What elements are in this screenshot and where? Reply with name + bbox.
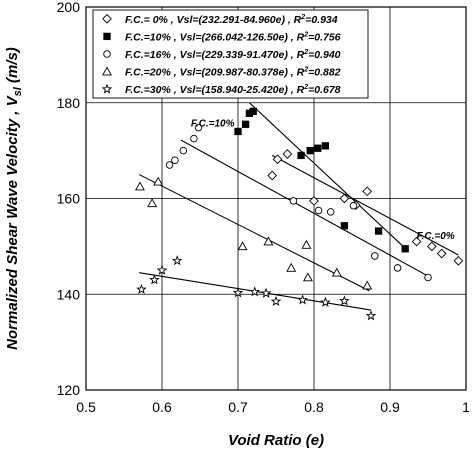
data-point-series-1: [401, 245, 409, 253]
data-point-series-3: [134, 181, 145, 191]
data-point-series-0: [362, 186, 373, 197]
data-point-series-0: [411, 236, 422, 247]
legend-marker-1: [103, 32, 111, 41]
y-axis-title-unit: (m/s): [4, 47, 21, 87]
data-point-series-3: [237, 241, 248, 251]
data-point-series-1: [374, 227, 383, 235]
tick-labels: 0.5 0.6 0.7 0.8 0.9 1 120 140 160 180 200: [57, 0, 470, 415]
y-tick-label: 140: [57, 286, 81, 302]
data-point-series-2: [424, 273, 432, 282]
data-point-series-1: [249, 107, 257, 116]
data-point-series-2: [326, 208, 335, 216]
legend-entry: F.C.=16% , Vsl=(229.339-91.470e) , R2=0.…: [125, 49, 341, 61]
fit-line-series-1: [249, 102, 406, 249]
data-point-series-0: [267, 170, 278, 181]
legend-box: [92, 9, 369, 99]
x-tick-label: 0.8: [304, 399, 324, 415]
annotations: F.C.=10% F.C.=0%: [191, 119, 455, 243]
data-point-series-3: [153, 176, 164, 186]
data-point-series-3: [263, 236, 274, 246]
data-point-series-4: [260, 287, 272, 298]
data-point-series-1: [297, 151, 305, 160]
y-tick-label: 160: [57, 191, 81, 207]
legend-marker-2: [103, 50, 111, 58]
data-point-series-2: [289, 197, 298, 205]
data-point-series-0: [272, 154, 283, 165]
x-axis-title: Void Ratio (e): [228, 432, 324, 449]
legend-entry: F.C.=20% , Vsl=(209.987-80.378e) , R2=0.…: [125, 67, 341, 79]
data-point-series-3: [362, 280, 373, 290]
data-point-series-0: [436, 248, 447, 259]
data-point-series-2: [371, 252, 379, 260]
fit-line-series-0: [271, 154, 459, 256]
data-point-series-3: [301, 239, 312, 249]
data-point-series-2: [194, 123, 203, 132]
data-point-series-3: [302, 272, 313, 282]
data-point-series-3: [331, 267, 342, 277]
y-tick-label: 200: [57, 0, 81, 15]
data-point-series-3: [286, 262, 297, 272]
x-tick-label: 0.7: [228, 399, 248, 415]
data-markers: [134, 107, 464, 321]
data-point-series-2: [179, 146, 188, 155]
data-point-series-1: [314, 144, 322, 152]
data-point-series-1: [306, 146, 314, 155]
data-point-series-0: [339, 193, 350, 204]
y-tick-label: 120: [57, 382, 81, 398]
data-point-series-2: [393, 264, 402, 272]
data-point-series-4: [249, 286, 261, 297]
data-point-series-2: [171, 156, 179, 164]
data-point-series-4: [156, 264, 168, 275]
data-point-series-0: [309, 196, 319, 206]
legend: F.C.= 0% , Vsl=(232.291-84.960e) , R2=0.…: [92, 9, 369, 99]
data-point-series-1: [340, 222, 349, 230]
fit-lines: [138, 102, 459, 311]
y-axis-title-sub: sl: [12, 86, 24, 96]
data-point-series-4: [297, 294, 308, 305]
data-point-series-2: [349, 201, 358, 210]
data-point-series-2: [165, 161, 174, 169]
data-point-series-4: [339, 295, 350, 306]
annotation-label: F.C.=10%: [191, 119, 235, 130]
data-point-series-4: [149, 274, 160, 285]
fit-line-series-3: [138, 174, 370, 292]
y-axis-title: Normalized Shear Wave Velocity , Vsl (m/…: [4, 47, 24, 350]
data-point-series-0: [282, 149, 293, 159]
data-point-series-3: [147, 198, 158, 208]
data-point-series-4: [270, 295, 282, 306]
fit-line-series-2: [180, 139, 429, 277]
data-point-series-0: [426, 241, 437, 252]
data-point-series-4: [365, 310, 377, 321]
data-point-series-1: [234, 127, 242, 136]
legend-marker-3: [102, 66, 112, 76]
y-tick-label: 180: [57, 95, 81, 111]
x-tick-label: 0.5: [76, 399, 96, 415]
annotation-label: F.C.=0%: [417, 231, 455, 242]
x-tick-label: 0.6: [152, 399, 172, 415]
data-point-series-4: [171, 255, 183, 266]
data-point-series-1: [241, 120, 250, 128]
data-point-series-2: [314, 206, 323, 215]
data-point-series-0: [453, 255, 464, 266]
legend-entry: F.C.= 0% , Vsl=(232.291-84.960e) , R2=0.…: [125, 14, 338, 26]
data-point-series-1: [321, 142, 330, 150]
legend-marker-0: [102, 13, 112, 24]
data-point-series-4: [232, 287, 244, 298]
legend-entry: F.C.=10% , Vsl=(266.042-126.50e) , R2=0.…: [125, 31, 341, 43]
legend-marker-4: [101, 83, 113, 94]
legend-entry: F.C.=30% , Vsl=(158.940-25.420e) , R2=0.…: [125, 84, 341, 96]
x-tick-label: 1: [462, 399, 470, 415]
data-point-series-4: [136, 283, 147, 294]
y-axis-title-main: Normalized Shear Wave Velocity , V: [4, 94, 21, 349]
data-point-series-4: [320, 296, 331, 307]
x-tick-label: 0.9: [380, 399, 400, 415]
data-point-series-2: [190, 134, 198, 143]
